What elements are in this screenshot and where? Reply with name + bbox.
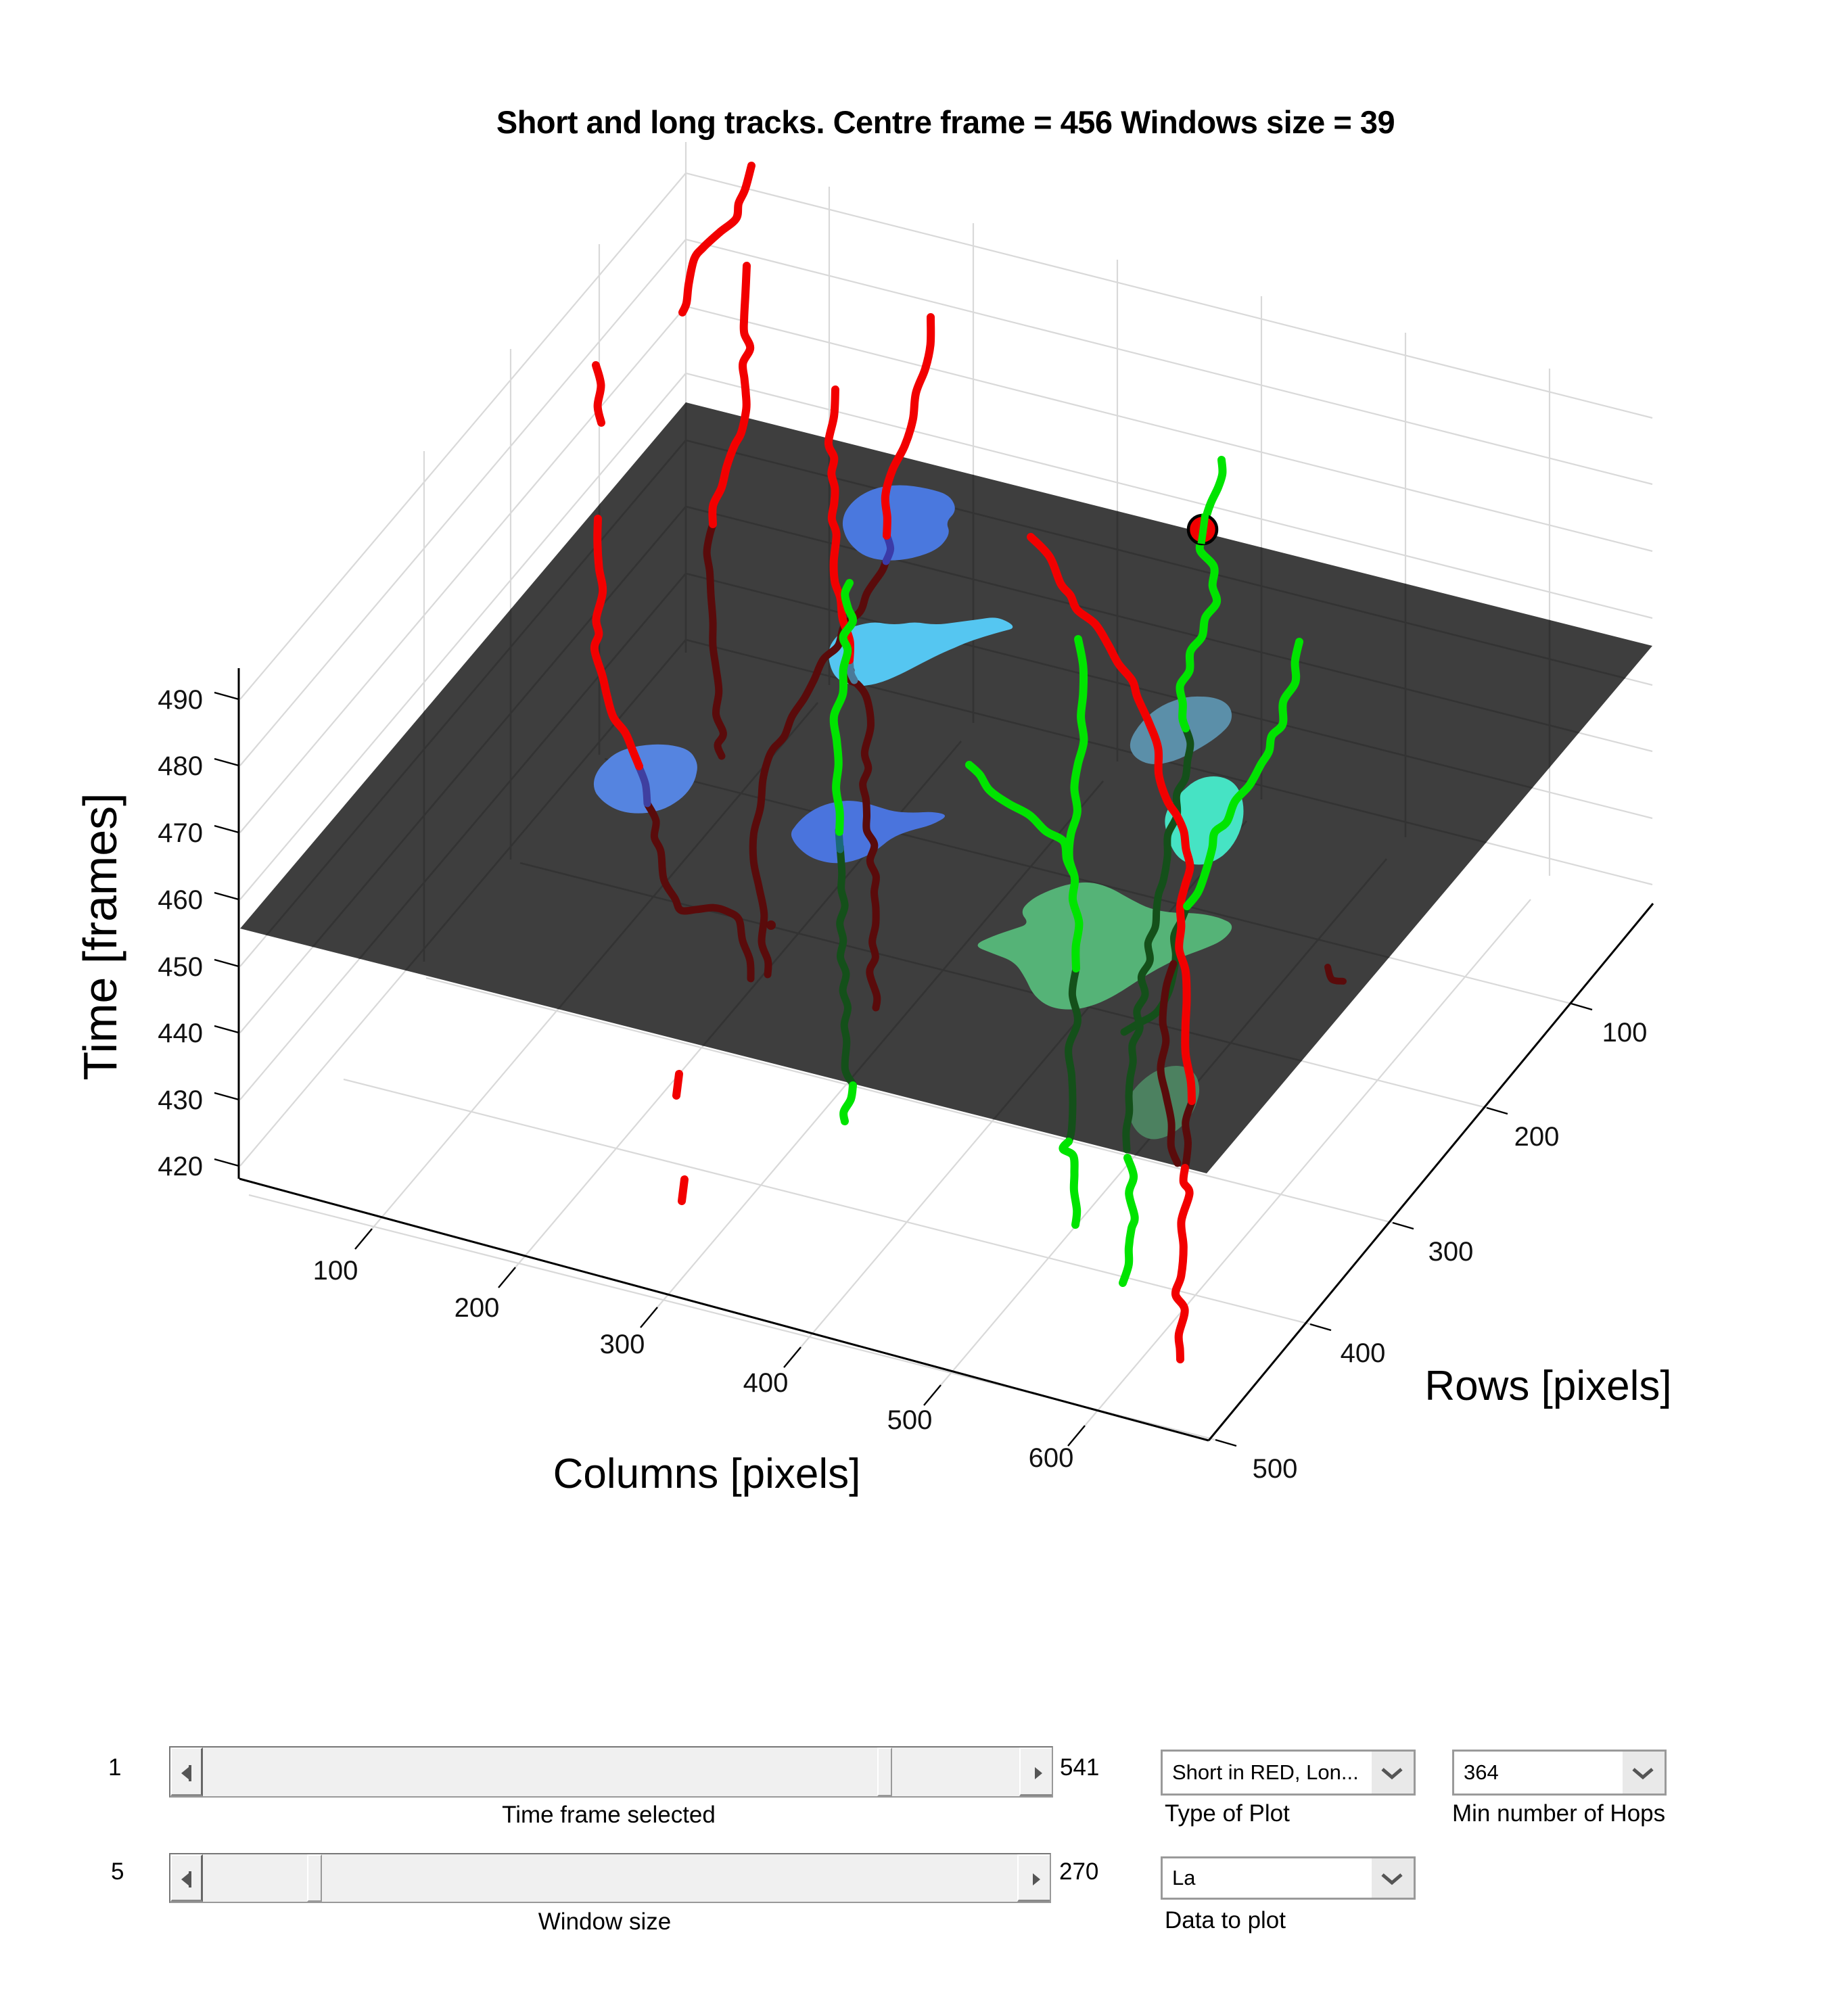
svg-text:460: 460 — [158, 885, 203, 915]
svg-text:400: 400 — [743, 1368, 789, 1398]
svg-text:200: 200 — [455, 1293, 500, 1323]
svg-text:600: 600 — [1029, 1443, 1074, 1473]
svg-text:Columns [pixels]: Columns [pixels] — [553, 1451, 861, 1497]
svg-text:100: 100 — [313, 1256, 358, 1286]
svg-text:400: 400 — [1341, 1338, 1386, 1368]
svg-text:100: 100 — [1602, 1018, 1648, 1048]
svg-text:470: 470 — [158, 818, 203, 848]
svg-text:300: 300 — [1428, 1237, 1474, 1267]
svg-text:420: 420 — [158, 1152, 203, 1181]
svg-text:440: 440 — [158, 1018, 203, 1048]
svg-text:500: 500 — [887, 1405, 933, 1435]
svg-text:450: 450 — [158, 952, 203, 982]
svg-text:200: 200 — [1514, 1122, 1560, 1152]
svg-text:490: 490 — [158, 685, 203, 715]
svg-text:Short and long tracks. Centre: Short and long tracks. Centre frame = 45… — [496, 104, 1395, 140]
svg-text:500: 500 — [1253, 1454, 1298, 1484]
svg-text:300: 300 — [600, 1330, 645, 1359]
svg-text:Rows [pixels]: Rows [pixels] — [1424, 1363, 1671, 1409]
svg-text:480: 480 — [158, 751, 203, 781]
svg-text:430: 430 — [158, 1085, 203, 1115]
svg-text:Time [frames]: Time [frames] — [74, 793, 126, 1080]
